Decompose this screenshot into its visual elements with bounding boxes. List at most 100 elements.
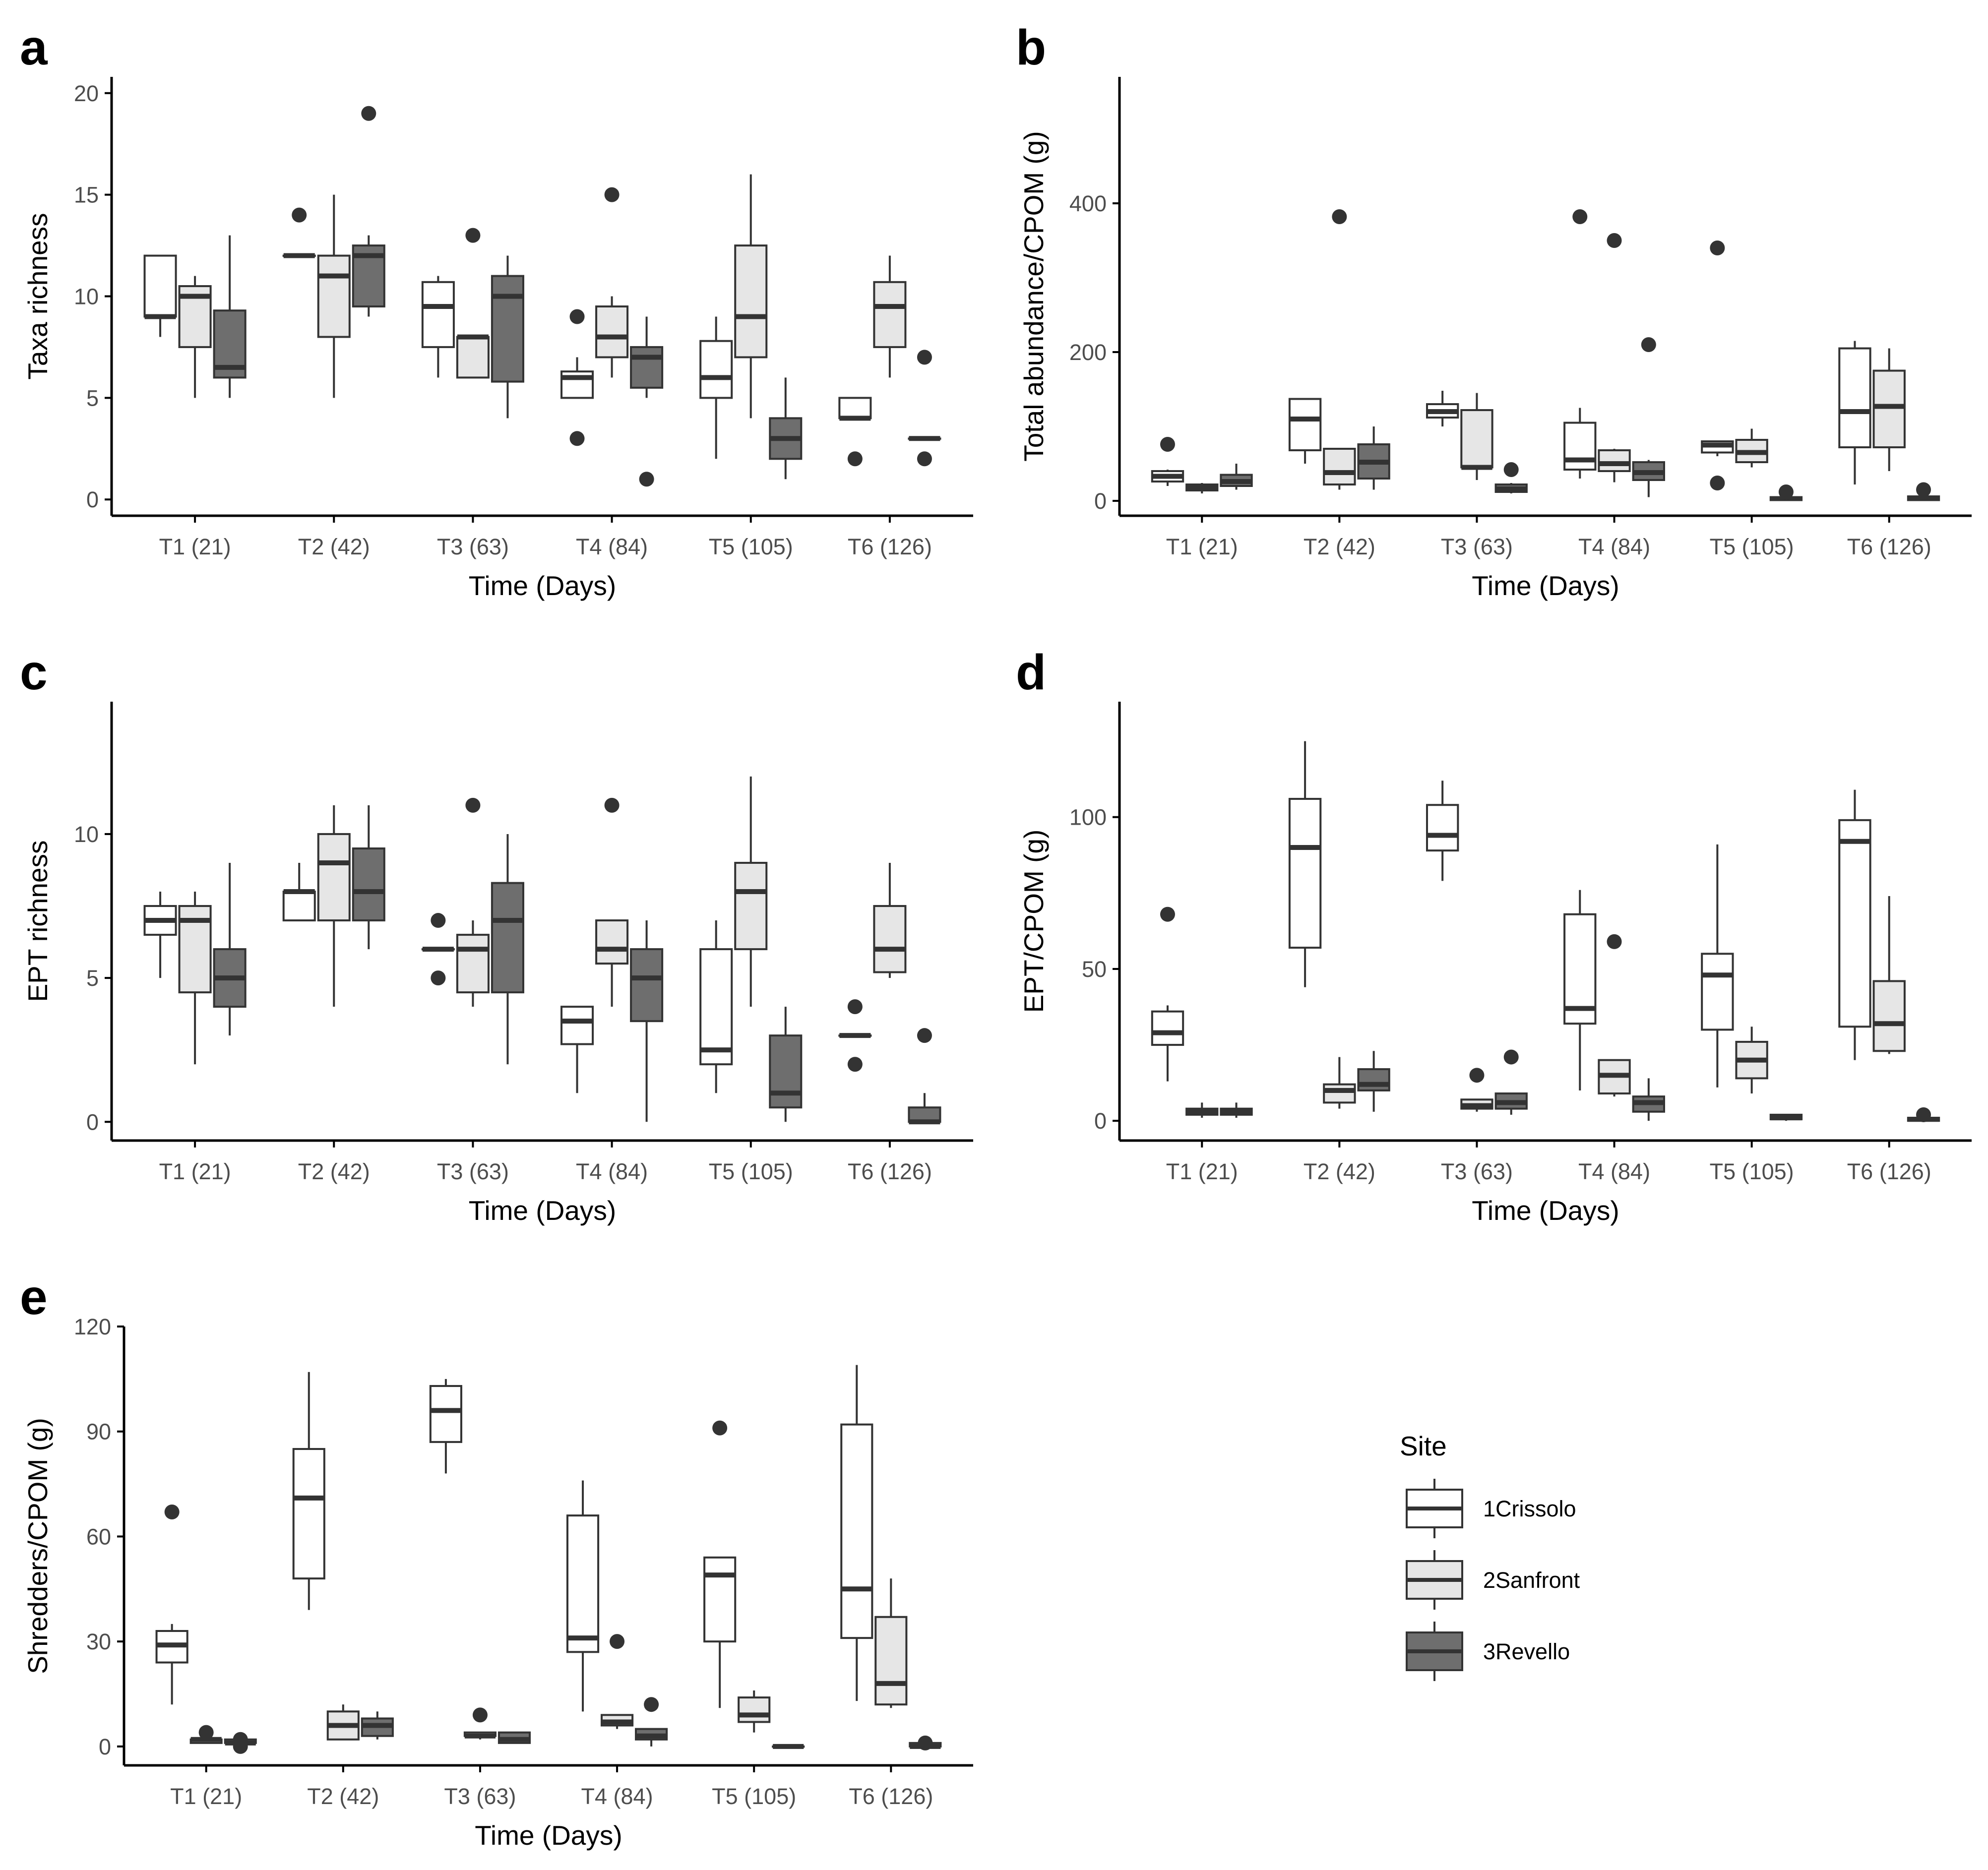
box-2Sanfront-0 [1185,1102,1219,1118]
y-axis-title: EPT richness [22,840,53,1002]
box-2Sanfront-4 [1735,428,1768,468]
box-iqr [1563,422,1597,471]
box-iqr [1357,1068,1390,1091]
x-axis-title: Time (Days) [1472,570,1619,601]
box-iqr [456,934,490,994]
box-iqr [456,336,490,379]
box-iqr [874,1616,908,1706]
y-tick-label: 50 [1082,957,1107,982]
y-tick-label: 5 [86,385,99,411]
outlier-point [198,1725,214,1740]
y-tick-label: 400 [1069,191,1107,216]
outlier-point [1710,476,1725,490]
x-tick-label: T3 (63) [1441,534,1513,559]
box-iqr [1426,804,1459,852]
outlier-point [1503,462,1519,477]
y-tick-label: 5 [86,965,99,991]
box-2Sanfront-0 [189,1725,223,1744]
y-axis-title: Shredders/CPOM (g) [22,1418,53,1674]
y-tick-label: 120 [74,1314,111,1339]
box-iqr [1288,398,1322,451]
box-3Revello-1 [1357,426,1390,490]
legend: Site 1Crissolo 2Sanfront 3Revello [1400,1431,1580,1681]
x-tick-label: T4 (84) [1578,1159,1650,1184]
x-tick-label: T1 (21) [1166,534,1238,559]
box-iqr [421,281,455,348]
box-iqr [282,891,316,922]
box-2Sanfront-2 [1460,1068,1493,1112]
box-2Sanfront-5 [1872,348,1906,471]
box-2Sanfront-4 [1735,1026,1768,1094]
box-iqr [840,1423,873,1639]
box-1Crissolo-2 [421,276,455,378]
y-axis-title: Taxa richness [22,213,53,379]
box-2Sanfront-0 [1185,483,1219,493]
box-1Crissolo-4 [703,1420,737,1708]
box-iqr [873,905,907,973]
box-2Sanfront-3 [601,1634,634,1729]
legend-title: Site [1400,1431,1447,1461]
box-iqr [630,346,664,389]
box-1Crissolo-0 [155,1505,188,1705]
box-2Sanfront-3 [1598,934,1631,1097]
x-axis-title: Time (Days) [469,570,616,601]
box-iqr [769,1034,803,1109]
box-2Sanfront-3 [595,187,629,378]
box-1Crissolo-1 [292,1372,325,1610]
legend-label: 3Revello [1483,1639,1570,1664]
y-tick-label: 0 [1094,488,1107,514]
box-iqr [838,397,872,420]
x-tick-label: T4 (84) [581,1784,653,1809]
outlier-point [1778,484,1794,499]
panel-letter: d [1016,645,1046,700]
box-3Revello-3 [630,920,664,1122]
box-2Sanfront-1 [317,805,351,1007]
box-iqr [734,244,768,359]
box-3Revello-4 [1769,1113,1803,1121]
panel-b: b 0 200 400 T1 (21) T2 (42) T3 (63) T4 (84) T5 (… [1016,20,1972,601]
x-tick-label: T1 (21) [159,534,231,559]
box-3Revello-0 [213,235,247,398]
outlier-point [847,999,863,1015]
box-iqr [1151,1010,1184,1046]
box-iqr [595,305,629,359]
x-axis-title: Time (Days) [475,1820,622,1851]
x-tick-label: T5 (105) [712,1784,796,1809]
outlier-point [604,797,620,813]
box-3Revello-5 [1907,482,1940,501]
box-1Crissolo-4 [699,316,733,459]
box-iqr [491,882,524,994]
x-tick-label: T2 (42) [298,534,370,559]
box-1Crissolo-3 [566,1480,600,1712]
box-1Crissolo-3 [560,1006,594,1093]
x-tick-label: T5 (105) [1710,534,1794,559]
outlier-point [164,1505,180,1520]
x-tick-label: T4 (84) [576,1159,648,1184]
x-tick-label: T5 (105) [1710,1159,1794,1184]
box-1Crissolo-3 [1563,890,1597,1090]
outlier-point [917,451,932,467]
box-iqr [873,281,907,348]
x-tick-label: T3 (63) [1441,1159,1513,1184]
box-iqr [630,948,664,1023]
box-2Sanfront-0 [178,892,212,1065]
outlier-point [610,1634,625,1649]
box-2Sanfront-1 [326,1704,360,1741]
box-3Revello-4 [1769,484,1803,501]
box-iqr [317,833,351,922]
box-2Sanfront-5 [873,255,907,378]
box-iqr [1288,797,1322,949]
box-iqr [1701,953,1734,1031]
box-2Sanfront-2 [1460,393,1493,480]
y-tick-label: 10 [74,822,99,847]
box-2Sanfront-4 [738,1690,771,1733]
box-3Revello-5 [908,350,941,467]
x-tick-label: T2 (42) [1304,1159,1375,1184]
box-1Crissolo-4 [1701,241,1734,490]
outlier-point [1607,934,1622,949]
outlier-point [847,1057,863,1072]
box-3Revello-2 [1494,1049,1528,1115]
box-iqr [143,254,177,318]
box-1Crissolo-1 [1288,398,1322,464]
panel-e: e 0 30 60 90 120 T1 (21) T2 (42) T3 (63) T4 (84) T… [20,1269,973,1851]
